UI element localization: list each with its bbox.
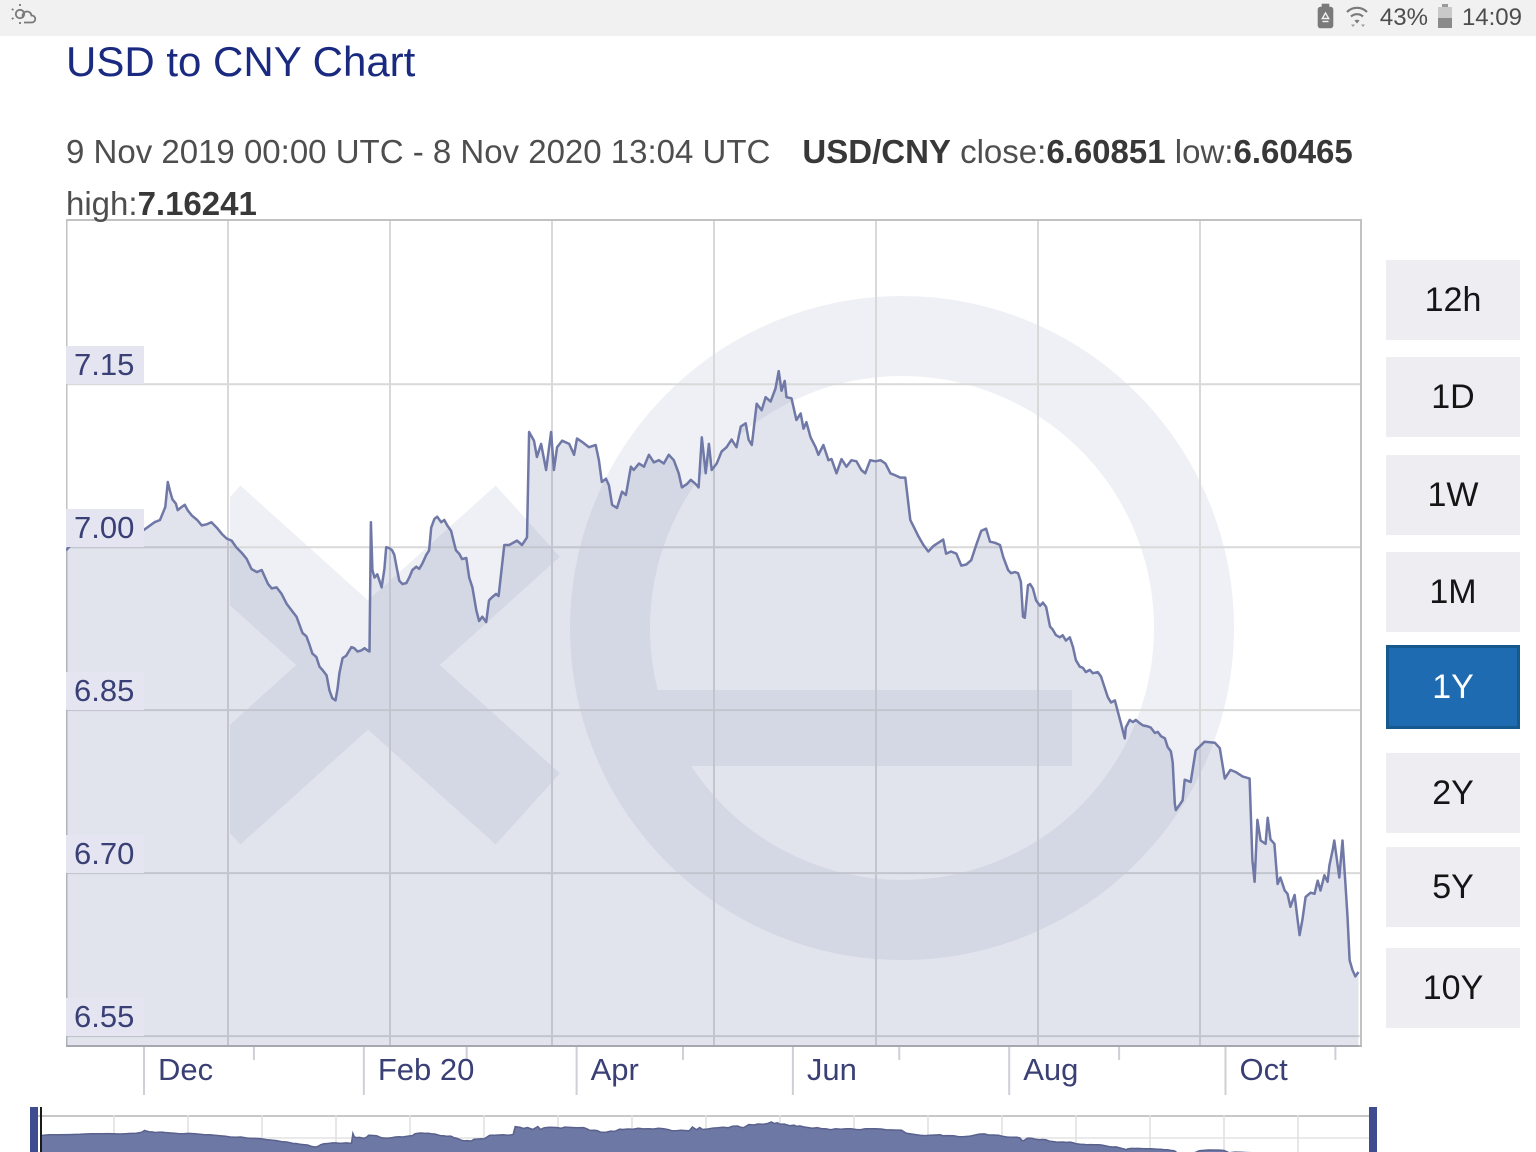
navigator-cursor-line: [40, 1107, 42, 1152]
low-value: 6.60465: [1233, 133, 1353, 170]
battery-saver-icon: [1317, 3, 1334, 34]
y-axis-label: 7.00: [66, 509, 145, 548]
chart-subtitle: 9 Nov 2019 00:00 UTC - 8 Nov 2020 13:04 …: [66, 126, 1486, 230]
range-button-10y[interactable]: 10Y: [1386, 948, 1520, 1028]
close-value: 6.60851: [1046, 133, 1166, 170]
pair-label: USD/CNY: [802, 133, 951, 170]
y-axis-label: 6.85: [66, 672, 145, 711]
range-button-12h[interactable]: 12h: [1386, 260, 1520, 340]
x-axis-label: Jun: [806, 1052, 857, 1087]
range-button-2y[interactable]: 2Y: [1386, 753, 1520, 833]
battery-icon: [1437, 3, 1453, 34]
high-label: high:: [66, 185, 138, 222]
range-button-1m[interactable]: 1M: [1386, 552, 1520, 632]
x-axis-label: Feb 20: [377, 1052, 475, 1087]
low-label: low:: [1174, 133, 1234, 170]
clock-label: 14:09: [1461, 4, 1522, 31]
navigator-left-handle[interactable]: [30, 1107, 38, 1152]
plot-grid: [66, 219, 1362, 1095]
range-button-1w[interactable]: 1W: [1386, 455, 1520, 535]
weather-icon: [10, 3, 40, 34]
high-value: 7.16241: [137, 185, 257, 222]
close-label: close:: [960, 133, 1047, 170]
page-title: USD to CNY Chart: [66, 38, 416, 85]
wifi-icon: [1343, 3, 1371, 34]
range-button-1y[interactable]: 1Y: [1386, 645, 1520, 729]
y-axis-label: 7.15: [66, 346, 145, 385]
status-bar: 43% 14:09: [0, 0, 1536, 36]
range-button-1d[interactable]: 1D: [1386, 357, 1520, 437]
x-axis-label: Dec: [158, 1052, 214, 1087]
y-axis-label: 6.70: [66, 835, 145, 874]
navigator-top-border: [30, 1115, 1377, 1117]
y-axis-label: 6.55: [66, 998, 145, 1037]
navigator-chart[interactable]: [40, 1115, 1370, 1152]
x-axis-label: Aug: [1023, 1052, 1079, 1087]
battery-percent-label: 43%: [1379, 4, 1428, 31]
date-range-label: 9 Nov 2019 00:00 UTC - 8 Nov 2020 13:04 …: [66, 133, 771, 170]
x-axis-label: Apr: [590, 1052, 639, 1087]
navigator-right-handle[interactable]: [1369, 1107, 1377, 1152]
range-button-5y[interactable]: 5Y: [1386, 847, 1520, 927]
x-axis-label: Oct: [1239, 1052, 1288, 1087]
